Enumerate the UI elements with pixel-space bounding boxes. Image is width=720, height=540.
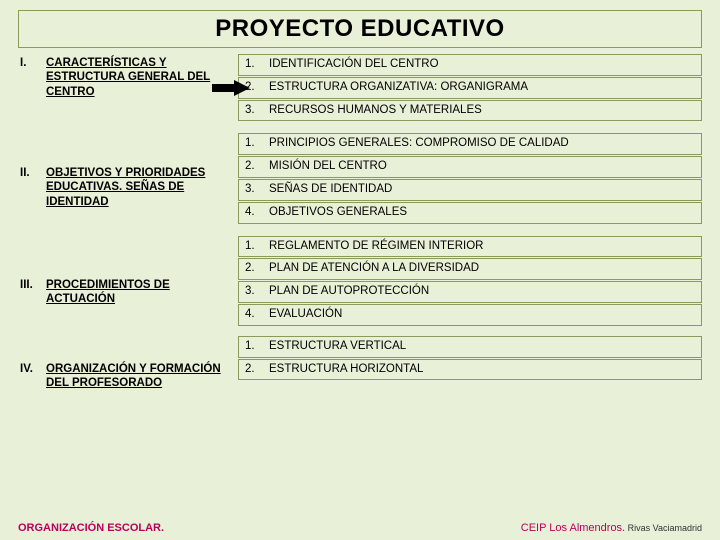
section-3-label: PROCEDIMIENTOS DE ACTUACIÓN (46, 278, 232, 307)
list-item: 1. IDENTIFICACIÓN DEL CENTRO (238, 54, 702, 76)
footer-left: ORGANIZACIÓN ESCOLAR. (18, 522, 164, 534)
group-1: 1. IDENTIFICACIÓN DEL CENTRO 2.ESTRUCTUR… (238, 54, 702, 121)
roman-2: II. (18, 166, 46, 180)
list-item: 2.ESTRUCTURA ORGANIZATIVA: ORGANIGRAMA (238, 77, 702, 99)
section-2: II. OBJETIVOS Y PRIORIDADES EDUCATIVAS. … (18, 126, 238, 244)
arrow-icon (212, 80, 250, 96)
section-3: III. PROCEDIMIENTOS DE ACTUACIÓN (18, 244, 238, 354)
section-4-label: ORGANIZACIÓN Y FORMACIÓN DEL PROFESORADO (46, 362, 232, 391)
section-1-label: CARACTERÍSTICAS Y ESTRUCTURA GENERAL DEL… (46, 56, 232, 99)
list-item: 2.ESTRUCTURA HORIZONTAL (238, 359, 702, 381)
section-1: I. CARACTERÍSTICAS Y ESTRUCTURA GENERAL … (18, 54, 238, 126)
list-item: 1.PRINCIPIOS GENERALES: COMPROMISO DE CA… (238, 133, 702, 155)
list-item: 2.MISIÓN DEL CENTRO (238, 156, 702, 178)
list-item: 3.RECURSOS HUMANOS Y MATERIALES (238, 100, 702, 122)
left-column: I. CARACTERÍSTICAS Y ESTRUCTURA GENERAL … (18, 54, 238, 422)
section-4: IV. ORGANIZACIÓN Y FORMACIÓN DEL PROFESO… (18, 354, 238, 422)
footer-right-small: Rivas Vaciamadrid (625, 523, 702, 533)
list-item: 1.REGLAMENTO DE RÉGIMEN INTERIOR (238, 236, 702, 258)
list-item: 4.EVALUACIÓN (238, 304, 702, 326)
title-box: PROYECTO EDUCATIVO (18, 10, 702, 48)
list-item: 3.SEÑAS DE IDENTIDAD (238, 179, 702, 201)
right-column: 1. IDENTIFICACIÓN DEL CENTRO 2.ESTRUCTUR… (238, 54, 702, 422)
content: I. CARACTERÍSTICAS Y ESTRUCTURA GENERAL … (18, 54, 702, 422)
section-2-label: OBJETIVOS Y PRIORIDADES EDUCATIVAS. SEÑA… (46, 166, 232, 209)
list-item: 4.OBJETIVOS GENERALES (238, 202, 702, 224)
group-2: 1.PRINCIPIOS GENERALES: COMPROMISO DE CA… (238, 133, 702, 223)
list-item: 3.PLAN DE AUTOPROTECCIÓN (238, 281, 702, 303)
list-item: 1.ESTRUCTURA VERTICAL (238, 336, 702, 358)
roman-1: I. (18, 56, 46, 70)
roman-4: IV. (18, 362, 46, 376)
footer: ORGANIZACIÓN ESCOLAR. CEIP Los Almendros… (18, 522, 702, 534)
list-item: 2.PLAN DE ATENCIÓN A LA DIVERSIDAD (238, 258, 702, 280)
roman-3: III. (18, 278, 46, 292)
group-3: 1.REGLAMENTO DE RÉGIMEN INTERIOR 2.PLAN … (238, 236, 702, 326)
footer-right-main: CEIP Los Almendros. (521, 522, 625, 534)
group-4: 1.ESTRUCTURA VERTICAL 2.ESTRUCTURA HORIZ… (238, 336, 702, 381)
footer-right: CEIP Los Almendros. Rivas Vaciamadrid (521, 522, 702, 534)
page-title: PROYECTO EDUCATIVO (19, 15, 701, 43)
